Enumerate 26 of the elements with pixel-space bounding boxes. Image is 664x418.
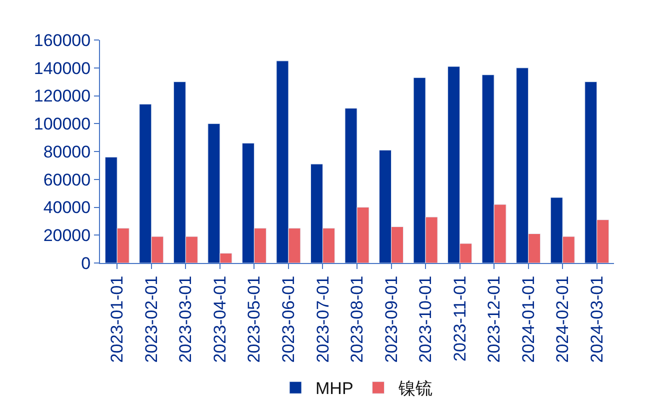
x-tick-label: 2023-07-01 [313,276,332,363]
x-tick-label: 2023-11-01 [450,276,470,362]
x-tick-label: 2023-08-01 [348,276,367,363]
x-tick-label: 2023-03-01 [176,276,196,363]
x-tick-label: 2024-02-01 [553,276,572,363]
x-tick-label: 2023-02-01 [142,276,161,363]
legend-label: MHP [316,379,354,398]
x-tick-label: 2023-10-01 [416,276,436,363]
y-tick-label: 0 [81,254,91,273]
y-tick-label: 160000 [34,30,91,50]
x-tick-label: 2023-05-01 [244,276,264,363]
x-tick-label: 2023-04-01 [210,276,230,363]
legend-label: 镍锍 [397,379,432,398]
x-tick-label: 2024-03-01 [587,276,606,363]
x-tick-label: 2024-01-01 [518,276,538,363]
x-tick-label: 2023-06-01 [278,276,298,363]
y-tick-label: 140000 [34,58,91,78]
x-tick-label: 2023-01-01 [108,276,127,363]
y-tick-label: 60000 [43,170,91,190]
y-tick-label: 40000 [43,198,91,218]
y-tick-label: 100000 [34,114,91,134]
x-tick-label: 2023-09-01 [382,276,401,363]
y-tick-label: 20000 [43,226,91,246]
y-tick-label: 80000 [43,142,91,162]
x-tick-label: 2023-12-01 [484,276,504,363]
y-tick-label: 120000 [34,86,91,106]
